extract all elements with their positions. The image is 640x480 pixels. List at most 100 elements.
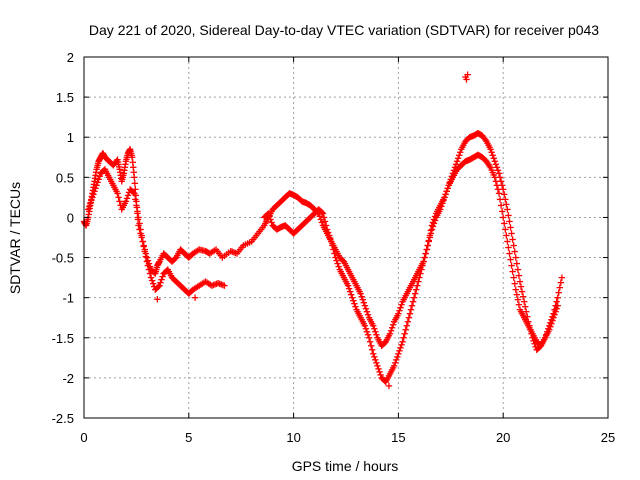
data-point	[400, 334, 407, 341]
data-point	[547, 323, 554, 330]
data-point	[393, 356, 400, 364]
data-point	[329, 242, 336, 249]
data-point	[331, 250, 338, 257]
y-tick-label: 1.5	[56, 90, 74, 105]
data-point	[370, 322, 377, 329]
data-point	[517, 283, 525, 290]
data-point	[428, 226, 436, 233]
y-axis-label: SDTVAR / TECUs	[7, 182, 23, 294]
data-point	[267, 216, 274, 223]
data-point	[361, 302, 369, 309]
data-point	[511, 248, 518, 255]
y-tick-label: 0	[67, 210, 74, 225]
grid-lines	[84, 57, 608, 418]
data-point	[555, 289, 562, 296]
data-point	[357, 290, 364, 297]
data-point	[510, 242, 517, 249]
x-tick-label: 0	[80, 430, 87, 445]
data-point	[345, 285, 353, 292]
data-points	[80, 71, 566, 390]
data-point	[350, 297, 357, 304]
data-point	[510, 274, 517, 281]
data-point	[488, 149, 495, 156]
data-point	[487, 146, 494, 153]
data-point	[419, 262, 426, 269]
data-point	[159, 273, 166, 280]
data-point	[410, 294, 418, 301]
data-point	[88, 197, 95, 204]
data-point	[191, 294, 199, 301]
data-point	[493, 164, 501, 171]
data-point	[93, 182, 100, 189]
data-point	[144, 262, 152, 269]
data-point	[405, 314, 413, 321]
data-point	[401, 330, 408, 337]
data-point	[492, 161, 500, 168]
data-point	[508, 262, 515, 269]
data-point	[506, 218, 513, 225]
data-point	[490, 155, 497, 162]
data-point	[515, 301, 523, 308]
data-point	[132, 196, 139, 203]
data-point	[395, 310, 402, 317]
data-point	[330, 246, 337, 253]
data-point	[413, 286, 420, 293]
data-point	[397, 344, 404, 352]
data-point	[415, 278, 422, 285]
data-point	[375, 365, 382, 373]
data-point	[489, 152, 496, 159]
data-point	[94, 179, 101, 186]
data-point	[138, 232, 145, 239]
data-point	[389, 321, 397, 328]
data-point	[374, 362, 381, 370]
data-point	[122, 198, 130, 205]
data-point	[92, 185, 99, 192]
x-tick-label: 20	[496, 430, 510, 445]
data-point	[149, 280, 157, 287]
data-point	[431, 217, 439, 224]
data-point	[372, 356, 379, 364]
data-point	[504, 238, 511, 245]
data-point	[316, 213, 323, 220]
data-point	[496, 196, 504, 203]
data-point	[268, 219, 275, 226]
data-point	[364, 311, 372, 318]
data-point	[139, 238, 146, 245]
y-tick-label: 1	[67, 130, 74, 145]
data-point	[464, 71, 471, 78]
y-tick-label: -1.5	[52, 331, 74, 346]
data-point	[503, 201, 510, 208]
data-point	[414, 282, 421, 289]
data-point	[147, 274, 155, 281]
data-point	[552, 308, 559, 315]
data-point	[335, 263, 342, 270]
data-point	[426, 234, 434, 241]
data-point	[514, 296, 522, 303]
data-point	[373, 359, 380, 367]
data-point	[394, 353, 401, 361]
data-point	[553, 305, 560, 312]
data-point	[502, 226, 509, 233]
data-point	[417, 270, 424, 277]
data-point	[507, 256, 514, 263]
data-point	[550, 314, 557, 321]
data-point	[454, 155, 462, 162]
data-point	[371, 353, 378, 361]
data-point	[396, 347, 403, 355]
data-point	[136, 220, 143, 227]
y-tick-label: 0.5	[56, 170, 74, 185]
y-tick-label: -2	[62, 371, 74, 386]
data-point	[116, 198, 123, 205]
data-point	[130, 189, 137, 196]
x-tick-labels: 0 5 10 15 20 25	[80, 430, 615, 445]
data-point	[388, 324, 396, 331]
data-point	[518, 288, 526, 295]
data-point	[321, 218, 329, 225]
data-point	[396, 307, 403, 314]
data-point	[363, 308, 371, 315]
data-point	[324, 229, 332, 236]
x-tick-label: 5	[185, 430, 192, 445]
data-point	[363, 328, 371, 335]
data-point	[370, 350, 377, 358]
